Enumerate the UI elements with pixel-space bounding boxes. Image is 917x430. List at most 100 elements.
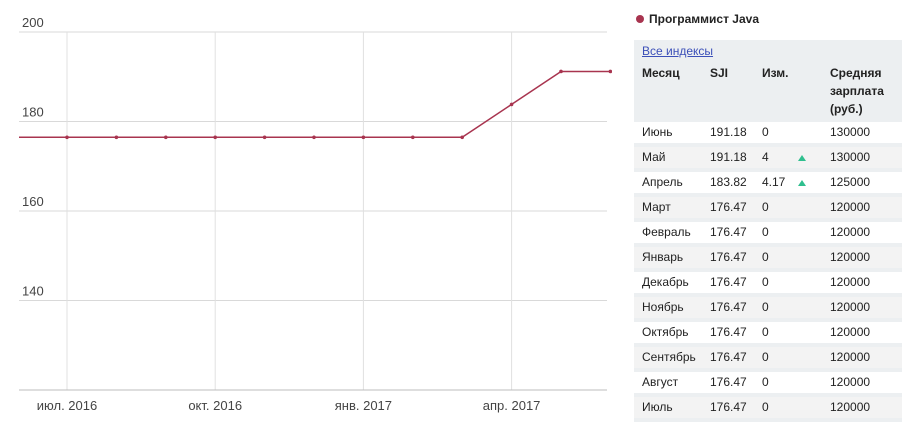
cell-sji: 176.47 [702, 347, 754, 368]
cell-month: Март [634, 197, 702, 218]
up-arrow-icon [798, 154, 806, 161]
data-point [361, 135, 366, 140]
cell-change: 0 [754, 322, 798, 343]
cell-salary: 120000 [822, 397, 902, 418]
cell-month: Июль [634, 397, 702, 418]
data-point [460, 135, 465, 140]
cell-salary: 120000 [822, 272, 902, 293]
cell-change: 0 [754, 347, 798, 368]
cell-month: Декабрь [634, 272, 702, 293]
y-tick-label: 160 [22, 194, 44, 209]
cell-month: Июнь [634, 122, 702, 143]
cell-salary: 125000 [822, 172, 902, 193]
x-tick-label: июл. 2016 [37, 398, 97, 413]
cell-salary: 130000 [822, 122, 902, 143]
cell-sji: 176.47 [702, 222, 754, 243]
cell-change: 0 [754, 197, 798, 218]
cell-salary: 130000 [822, 147, 902, 168]
table-row: Апрель 183.82 4.17 125000 [634, 172, 902, 193]
cell-change: 0 [754, 222, 798, 243]
chart-grid [19, 31, 607, 390]
cell-month: Сентябрь [634, 347, 702, 368]
table-row: Декабрь 176.47 0 120000 [634, 272, 902, 293]
data-point [608, 69, 612, 74]
cell-month: Январь [634, 247, 702, 268]
cell-salary: 120000 [822, 197, 902, 218]
cell-sji: 183.82 [702, 172, 754, 193]
sji-table-container: Все индексы Месяц SJI Изм. Средняя зарпл… [634, 40, 902, 422]
y-tick-label: 180 [22, 105, 44, 120]
sji-line-chart: 140 160 180 200 июл. 2016 окт. 2016 янв. 2017 а… [19, 15, 612, 413]
chart-axis: 140 160 180 200 июл. 2016 окт. 2016 янв. 2017 а… [19, 15, 607, 413]
header-change: Изм. [762, 66, 789, 80]
cell-indicator [798, 272, 822, 293]
table-row: Февраль 176.47 0 120000 [634, 222, 902, 243]
up-arrow-icon [798, 179, 806, 186]
table-row: Август 176.47 0 120000 [634, 372, 902, 393]
data-point [114, 135, 119, 140]
legend-marker-icon [636, 15, 644, 23]
cell-change: 0 [754, 272, 798, 293]
table-row: Май 191.18 4 130000 [634, 147, 902, 168]
sji-table: Месяц SJI Изм. Средняя зарплата (руб.) И… [634, 60, 902, 422]
cell-change: 0 [754, 247, 798, 268]
all-indexes-link[interactable]: Все индексы [642, 44, 714, 58]
cell-month: Февраль [634, 222, 702, 243]
table-row: Март 176.47 0 120000 [634, 197, 902, 218]
cell-indicator [798, 222, 822, 243]
header-sji: SJI [710, 66, 729, 80]
data-point [411, 135, 415, 140]
data-point [509, 102, 514, 107]
cell-salary: 120000 [822, 347, 902, 368]
y-tick-label: 200 [22, 15, 44, 30]
cell-indicator [798, 247, 822, 268]
table-row: Сентябрь 176.47 0 120000 [634, 347, 902, 368]
cell-indicator [798, 347, 822, 368]
cell-indicator [798, 147, 822, 168]
table-row: Июль 176.47 0 120000 [634, 397, 902, 418]
cell-change: 4 [754, 147, 798, 168]
header-month: Месяц [642, 66, 680, 80]
y-tick-label: 140 [22, 284, 44, 299]
cell-month: Ноябрь [634, 297, 702, 318]
cell-sji: 176.47 [702, 397, 754, 418]
cell-month: Август [634, 372, 702, 393]
header-salary: Средняя зарплата (руб.) [830, 66, 884, 116]
chart-legend: Программист Java [636, 10, 904, 28]
data-point [164, 135, 168, 140]
cell-salary: 120000 [822, 372, 902, 393]
data-point [65, 135, 69, 140]
cell-indicator [798, 322, 822, 343]
table-header-row: Месяц SJI Изм. Средняя зарплата (руб.) [634, 64, 902, 118]
cell-indicator [798, 172, 822, 193]
chart-series [19, 69, 612, 140]
cell-sji: 176.47 [702, 322, 754, 343]
cell-salary: 120000 [822, 222, 902, 243]
cell-indicator [798, 122, 822, 143]
cell-change: 0 [754, 122, 798, 143]
cell-salary: 120000 [822, 322, 902, 343]
index-panel: Программист Java Все индексы Месяц SJI И… [634, 10, 904, 422]
cell-indicator [798, 372, 822, 393]
cell-sji: 191.18 [702, 122, 754, 143]
cell-indicator [798, 297, 822, 318]
cell-salary: 120000 [822, 297, 902, 318]
cell-sji: 191.18 [702, 147, 754, 168]
cell-sji: 176.47 [702, 247, 754, 268]
x-tick-label: апр. 2017 [483, 398, 541, 413]
cell-month: Октябрь [634, 322, 702, 343]
cell-change: 0 [754, 372, 798, 393]
data-point [213, 135, 217, 140]
cell-sji: 176.47 [702, 372, 754, 393]
data-point [312, 135, 316, 140]
cell-sji: 176.47 [702, 197, 754, 218]
cell-month: Май [634, 147, 702, 168]
series-line [19, 70, 611, 139]
table-row: Октябрь 176.47 0 120000 [634, 322, 902, 343]
x-tick-label: окт. 2016 [188, 398, 242, 413]
cell-change: 0 [754, 397, 798, 418]
cell-change: 0 [754, 297, 798, 318]
table-row: Июнь 191.18 0 130000 [634, 122, 902, 143]
cell-sji: 176.47 [702, 297, 754, 318]
cell-salary: 120000 [822, 247, 902, 268]
